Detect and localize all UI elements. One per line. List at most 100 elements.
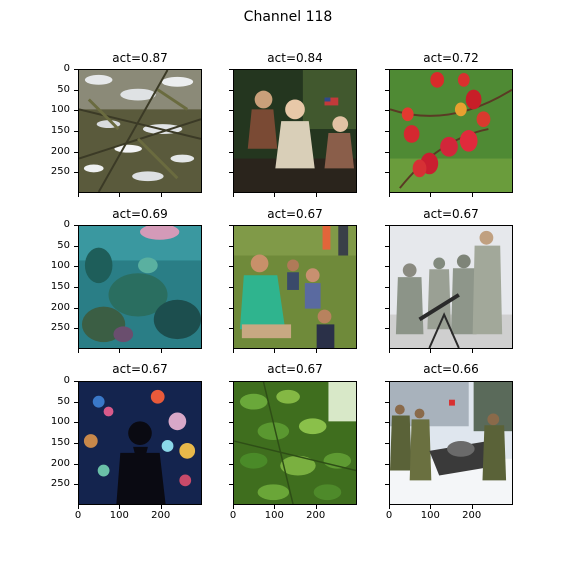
y-tick-label: 100 (50, 416, 70, 428)
y-tick-label: 250 (50, 322, 70, 334)
x-tick (233, 193, 234, 197)
x-tick (274, 505, 276, 509)
panel-title: act=0.87 (112, 51, 168, 65)
panel-title: act=0.67 (267, 362, 323, 376)
y-tick (74, 151, 78, 153)
y-tick (229, 484, 233, 486)
y-tick-label: 0 (63, 219, 70, 230)
y-tick-label: 200 (50, 301, 70, 313)
y-tick (385, 245, 389, 247)
panel-title: act=0.67 (423, 207, 479, 221)
figure-title: Channel 118 (243, 9, 333, 25)
y-tick (74, 422, 78, 424)
y-tick (74, 172, 78, 174)
y-tick-label: 150 (50, 125, 70, 136)
x-tick (119, 349, 121, 353)
y-tick (229, 401, 233, 403)
x-tick (233, 349, 234, 353)
image-snowy-branches (78, 69, 202, 193)
y-tick (385, 443, 389, 444)
y-tick (229, 443, 233, 444)
x-tick (315, 349, 317, 353)
x-tick-label: 100 (420, 510, 440, 521)
image-aquarium-silhouette (78, 381, 202, 505)
x-tick-label: 200 (462, 510, 482, 521)
x-tick (315, 193, 317, 197)
y-tick (229, 151, 233, 153)
y-tick-label: 150 (50, 437, 70, 448)
y-tick-label: 50 (57, 395, 70, 407)
y-tick (385, 225, 389, 226)
y-tick (385, 151, 389, 153)
y-tick (74, 484, 78, 486)
y-tick (74, 328, 78, 330)
y-tick (385, 131, 389, 132)
y-tick-label: 0 (63, 63, 70, 74)
image-snowmobile-soldiers (389, 381, 513, 505)
y-tick-label: 200 (50, 457, 70, 469)
image-soldiers (389, 225, 513, 349)
y-tick (74, 131, 78, 132)
x-tick (160, 505, 162, 509)
x-tick-label: 0 (229, 510, 237, 521)
x-tick (160, 193, 162, 197)
y-tick-label: 200 (50, 145, 70, 157)
x-tick (471, 349, 473, 353)
y-tick (385, 266, 389, 268)
y-tick-label: 250 (50, 166, 70, 178)
y-tick (229, 131, 233, 132)
y-tick (385, 89, 389, 91)
y-tick-label: 250 (50, 478, 70, 490)
x-tick (430, 505, 432, 509)
y-tick (74, 401, 78, 403)
x-tick (119, 193, 121, 197)
x-tick-label: 0 (74, 510, 82, 521)
x-tick (430, 193, 432, 197)
y-tick (229, 287, 233, 288)
x-tick (78, 349, 79, 353)
y-tick (74, 307, 78, 309)
y-tick-label: 50 (57, 83, 70, 95)
y-tick (229, 225, 233, 226)
y-tick-label: 150 (50, 281, 70, 292)
y-tick (385, 69, 389, 70)
y-tick (229, 89, 233, 91)
image-rose-hips (389, 69, 513, 193)
x-tick (78, 193, 79, 197)
y-tick (74, 110, 78, 112)
y-tick-label: 100 (50, 260, 70, 272)
y-tick (229, 245, 233, 247)
y-tick (385, 307, 389, 309)
x-tick (274, 349, 276, 353)
y-tick (74, 245, 78, 247)
y-tick (74, 69, 78, 70)
y-tick (385, 422, 389, 424)
y-tick (385, 381, 389, 382)
panel-title: act=0.67 (112, 362, 168, 376)
y-tick (229, 172, 233, 174)
y-tick (385, 110, 389, 112)
y-tick-label: 100 (50, 104, 70, 116)
x-tick (471, 505, 473, 509)
x-tick (430, 349, 432, 353)
y-tick-label: 0 (63, 375, 70, 386)
x-tick (389, 193, 390, 197)
y-tick (74, 89, 78, 91)
y-tick (74, 381, 78, 382)
y-tick (229, 328, 233, 330)
x-tick (471, 193, 473, 197)
y-tick (229, 463, 233, 465)
y-tick-label: 50 (57, 239, 70, 251)
x-tick (233, 505, 234, 509)
y-tick (74, 287, 78, 288)
x-tick (160, 349, 162, 353)
x-tick (389, 505, 390, 509)
y-tick (229, 381, 233, 382)
y-tick (74, 225, 78, 226)
y-tick (74, 266, 78, 268)
panel-title: act=0.69 (112, 207, 168, 221)
y-tick (385, 287, 389, 288)
panel-title: act=0.66 (423, 362, 479, 376)
x-tick (315, 505, 317, 509)
